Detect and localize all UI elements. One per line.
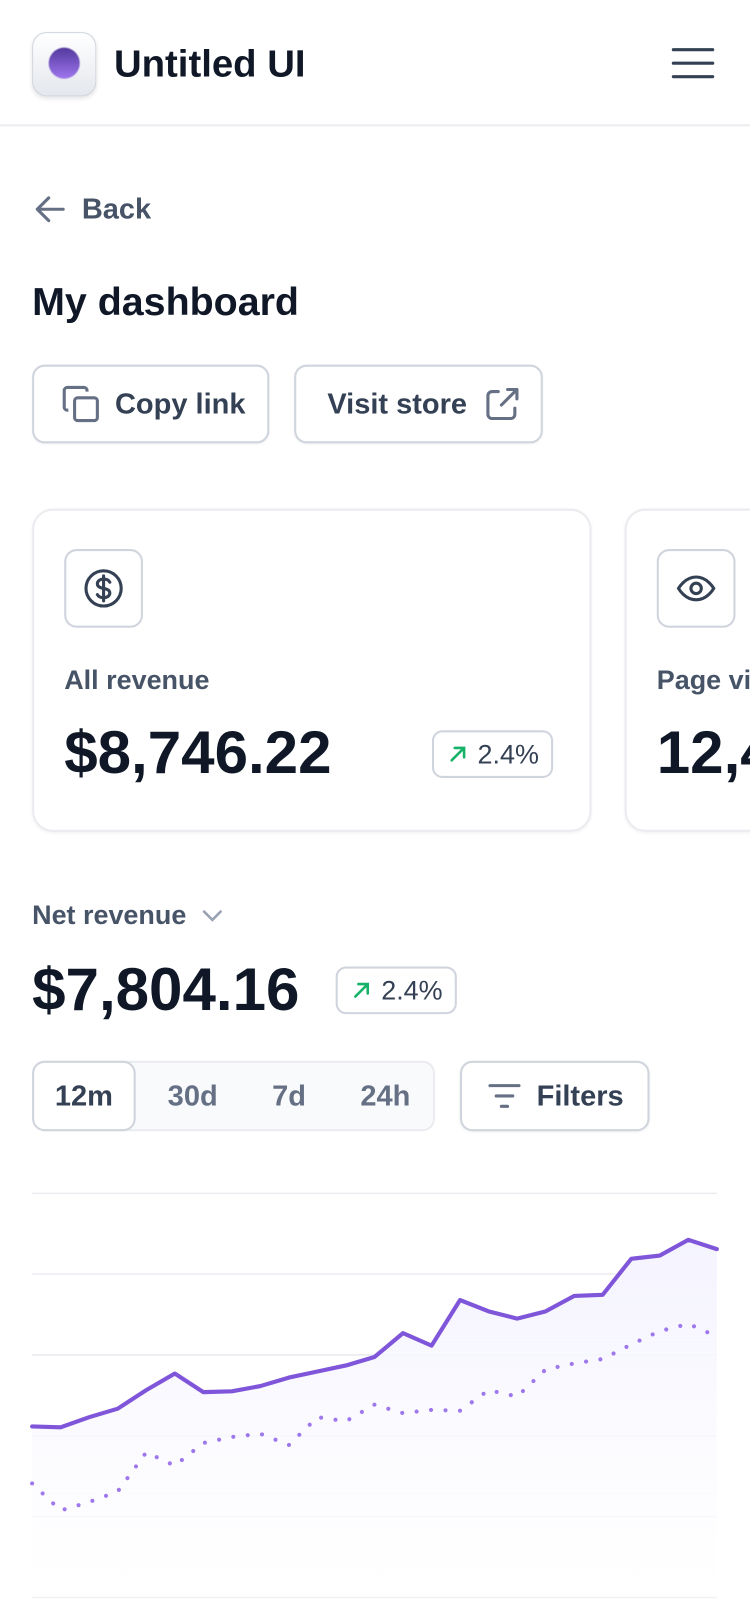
views-card: Page vi 12,4 [624, 508, 750, 832]
visit-store-button[interactable]: Visit store [294, 364, 543, 444]
revenue-card: All revenue $8,746.22 2.4% [32, 508, 592, 832]
dollar-icon [84, 569, 123, 608]
icon-box [64, 549, 143, 628]
tab[interactable]: 30d [167, 1079, 218, 1112]
back-text: Back [81, 192, 152, 225]
series-line [30, 1237, 719, 1430]
copy-link-text: Copy link [114, 387, 246, 420]
visit-store-text: Visit store [327, 387, 468, 420]
series-line [30, 1321, 719, 1513]
metric-select[interactable]: Net revenue [32, 899, 223, 931]
card-value: 12,4 [656, 718, 750, 787]
tab[interactable]: 7d [272, 1079, 306, 1112]
page-title: My dashboard [32, 280, 299, 325]
card-value: $8,746.22 [64, 718, 332, 787]
eye-icon [676, 575, 716, 602]
back-link[interactable]: Back [32, 191, 151, 228]
metric-label: Net revenue [32, 899, 187, 931]
change-text: 2.4% [381, 974, 443, 1006]
change-badge: 2.4% [431, 730, 554, 778]
area [32, 1239, 717, 1598]
menu-button[interactable] [669, 46, 719, 81]
up-arrow [450, 746, 466, 762]
logo-mark [48, 47, 80, 79]
change-badge: 2.4% [335, 966, 458, 1015]
net-value: $7,804.16 [32, 956, 300, 1024]
filters-button[interactable]: Filters [459, 1060, 650, 1132]
tab-group: 12m 30d 7d 24h [32, 1060, 436, 1132]
filter-icon [488, 1084, 521, 1108]
tab[interactable]: 12m [32, 1060, 136, 1132]
card-label: Page vi [656, 664, 750, 696]
up-arrow [354, 982, 370, 998]
back-icon [35, 196, 65, 223]
chevron [202, 909, 222, 922]
chart [30, 1192, 719, 1599]
icon-box [656, 549, 736, 628]
filters-text: Filters [536, 1079, 624, 1112]
tab[interactable]: 24h [360, 1079, 411, 1112]
brand: Untitled UI [113, 42, 306, 85]
copy-link-button[interactable]: Copy link [32, 364, 270, 444]
card-label: All revenue [64, 664, 210, 696]
logo[interactable] [32, 32, 97, 97]
header: Untitled UI [0, 0, 750, 127]
change-text: 2.4% [477, 738, 539, 770]
external-icon [486, 387, 519, 421]
copy-icon [62, 385, 99, 423]
